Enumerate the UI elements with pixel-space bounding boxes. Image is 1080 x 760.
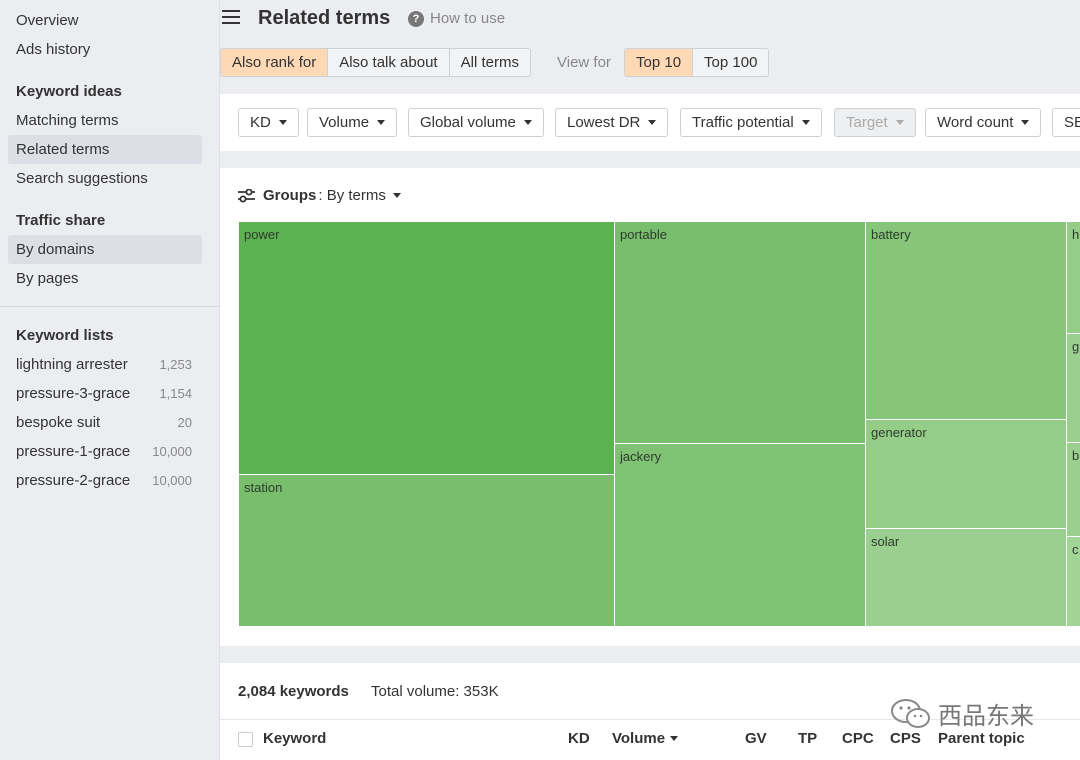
- treemap-cell[interactable]: station: [238, 474, 615, 627]
- treemap-cell[interactable]: b: [1066, 442, 1080, 537]
- caret-down-icon: [523, 120, 532, 125]
- caret-down-icon: [278, 120, 287, 125]
- keyword-list-item[interactable]: bespoke suit 20: [8, 408, 202, 437]
- treemap-cell[interactable]: generator: [865, 419, 1067, 529]
- keyword-list-item[interactable]: pressure-3-grace 1,154: [8, 379, 202, 408]
- keyword-list-name: pressure-3-grace: [16, 385, 131, 402]
- treemap-cell[interactable]: c: [1066, 536, 1080, 627]
- treemap-cell[interactable]: battery: [865, 221, 1067, 420]
- caret-down-icon: [648, 120, 657, 125]
- filter-traffic-potential[interactable]: Traffic potential: [680, 108, 822, 137]
- keyword-list-count: 10,000: [152, 473, 192, 488]
- results-panel: 2,084 keywords Total volume: 353K Keywor…: [220, 663, 1080, 760]
- keyword-list-item[interactable]: lightning arrester 1,253: [8, 350, 202, 379]
- mode-tabs: Also rank for Also talk about All terms: [220, 48, 531, 77]
- groups-value: By terms: [326, 187, 386, 204]
- filter-bar: KD Volume Global volume Lowest DR Traffi…: [220, 94, 1080, 151]
- keyword-list-name: pressure-1-grace: [16, 443, 131, 460]
- sliders-icon: [238, 188, 255, 202]
- page-title: Related terms: [258, 7, 391, 29]
- view-for-label: View for: [557, 54, 611, 71]
- caret-down-icon: [801, 120, 810, 125]
- treemap-cell[interactable]: solar: [865, 528, 1067, 627]
- keyword-list-name: bespoke suit: [16, 414, 101, 431]
- menu-icon[interactable]: [222, 10, 240, 26]
- caret-down-icon: [377, 120, 386, 125]
- keyword-list-name: pressure-2-grace: [16, 472, 131, 489]
- treemap: power station portable jackery battery g…: [238, 221, 1080, 627]
- tab-all-terms[interactable]: All terms: [460, 54, 519, 71]
- filter-kd[interactable]: KD: [238, 108, 299, 137]
- watermark: 西品东来: [890, 696, 1034, 731]
- column-header-cps[interactable]: CPS: [890, 730, 921, 747]
- tab-also-rank-for[interactable]: Also rank for: [221, 49, 329, 76]
- groups-selector[interactable]: Groups: By terms: [238, 187, 401, 204]
- sidebar-item-matching-terms[interactable]: Matching terms: [16, 112, 119, 129]
- groups-label: Groups: [263, 187, 317, 204]
- column-header-volume[interactable]: Volume: [612, 730, 679, 747]
- keyword-list-name: lightning arrester: [16, 356, 128, 373]
- question-icon: ?: [408, 10, 424, 27]
- treemap-cell[interactable]: portable: [614, 221, 866, 444]
- filter-volume[interactable]: Volume: [307, 108, 398, 137]
- keyword-list-count: 1,253: [159, 357, 192, 372]
- sidebar-item-by-domains[interactable]: By domains: [8, 235, 202, 264]
- caret-down-icon: [392, 193, 401, 198]
- tab-top-100[interactable]: Top 100: [704, 54, 758, 71]
- total-volume: Total volume: 353K: [371, 683, 499, 700]
- keyword-list-item[interactable]: pressure-1-grace 10,000: [8, 437, 202, 466]
- sidebar-divider: [0, 306, 220, 307]
- sidebar-item-ads-history[interactable]: Ads history: [16, 41, 91, 58]
- help-link[interactable]: ? How to use: [408, 10, 505, 27]
- watermark-text: 西品东来: [938, 703, 1034, 730]
- table-divider: [220, 719, 1080, 720]
- sidebar-item-overview[interactable]: Overview: [16, 12, 79, 29]
- column-header-tp[interactable]: TP: [798, 730, 818, 747]
- keyword-list-count: 10,000: [152, 444, 192, 459]
- column-header-gv[interactable]: GV: [745, 730, 767, 747]
- sidebar-item-related-terms[interactable]: Related terms: [8, 135, 202, 164]
- sidebar-item-by-pages[interactable]: By pages: [16, 270, 79, 287]
- filter-target: Target: [834, 108, 916, 137]
- groups-panel: Groups: By terms power station portable …: [220, 168, 1080, 646]
- column-header-cpc[interactable]: CPC: [842, 730, 874, 747]
- keyword-list-count: 20: [177, 415, 192, 430]
- treemap-cell[interactable]: h: [1066, 221, 1080, 334]
- filter-word-count[interactable]: Word count: [925, 108, 1042, 137]
- keyword-list-item[interactable]: pressure-2-grace 10,000: [8, 466, 202, 495]
- sidebar: Overview Ads history Keyword ideas Match…: [0, 0, 220, 760]
- treemap-cell[interactable]: g: [1066, 333, 1080, 443]
- filter-se[interactable]: SE: [1052, 108, 1080, 137]
- keywords-count: 2,084 keywords: [238, 683, 349, 700]
- sidebar-heading-keyword-ideas: Keyword ideas: [16, 83, 122, 100]
- column-header-kd[interactable]: KD: [568, 730, 590, 747]
- sidebar-heading-traffic-share: Traffic share: [16, 212, 106, 229]
- select-all-checkbox[interactable]: [238, 732, 253, 747]
- caret-down-icon: [1021, 120, 1030, 125]
- wechat-icon: [891, 698, 930, 728]
- column-header-keyword[interactable]: Keyword: [263, 730, 327, 747]
- tab-also-talk-about[interactable]: Also talk about: [328, 49, 450, 76]
- view-for-tabs: Top 10 Top 100: [624, 48, 770, 77]
- keyword-list-count: 1,154: [159, 386, 192, 401]
- filter-lowest-dr[interactable]: Lowest DR: [555, 108, 669, 137]
- treemap-cell[interactable]: jackery: [614, 443, 866, 627]
- caret-down-icon: [895, 120, 904, 125]
- filter-global-volume[interactable]: Global volume: [408, 108, 544, 137]
- column-header-parent-topic[interactable]: Parent topic: [938, 730, 1025, 747]
- tab-top-10[interactable]: Top 10: [625, 49, 694, 76]
- sidebar-item-search-suggestions[interactable]: Search suggestions: [16, 170, 148, 187]
- sort-desc-icon: [670, 736, 679, 741]
- help-label: How to use: [430, 10, 506, 27]
- sidebar-heading-keyword-lists: Keyword lists: [16, 327, 114, 344]
- treemap-cell[interactable]: power: [238, 221, 615, 475]
